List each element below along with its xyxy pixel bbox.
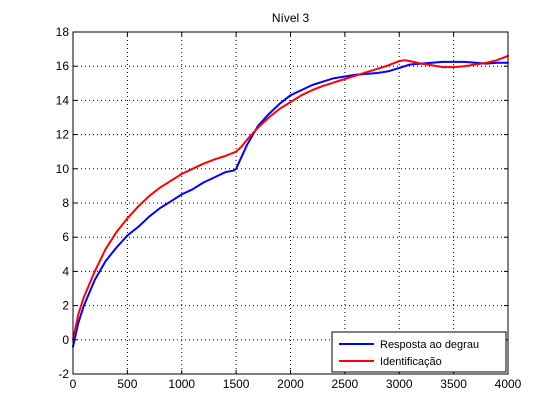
x-tick-label: 500 <box>117 377 137 391</box>
tick-labels: 0 500 1000 1500 2000 2500 3000 3500 4000-2024681… <box>56 25 522 391</box>
y-tick-label: 0 <box>62 333 69 347</box>
x-tick-label: 3000 <box>386 377 413 391</box>
series-line-1 <box>72 60 509 348</box>
x-tick-label: 2000 <box>277 377 304 391</box>
y-tick-label: 8 <box>62 196 69 210</box>
chart-title: Nível 3 <box>272 11 310 25</box>
legend-box <box>331 331 507 373</box>
y-tick-label: 10 <box>56 162 70 176</box>
series-line-2 <box>72 54 509 341</box>
legend-label: Resposta ao degrau <box>380 339 479 351</box>
legend: Resposta ao degrau Identificação <box>331 331 507 373</box>
y-tick-label: 16 <box>56 59 70 73</box>
series-lines <box>72 54 509 348</box>
grid-lines <box>73 32 508 374</box>
legend-label: Identificação <box>380 356 442 368</box>
y-tick-label: 12 <box>56 128 70 142</box>
x-tick-label: 0 <box>70 377 77 391</box>
y-tick-label: 14 <box>56 93 70 107</box>
plot-area <box>73 32 508 374</box>
x-tick-label: 2500 <box>332 377 359 391</box>
y-tick-label: 4 <box>62 264 69 278</box>
x-tick-label: 4000 <box>495 377 522 391</box>
y-tick-label: -2 <box>58 367 69 381</box>
x-tick-label: 3500 <box>440 377 467 391</box>
y-tick-label: 18 <box>56 25 70 39</box>
y-tick-label: 6 <box>62 230 69 244</box>
y-tick-label: 2 <box>62 299 69 313</box>
x-tick-label: 1500 <box>223 377 250 391</box>
x-tick-label: 1000 <box>168 377 195 391</box>
